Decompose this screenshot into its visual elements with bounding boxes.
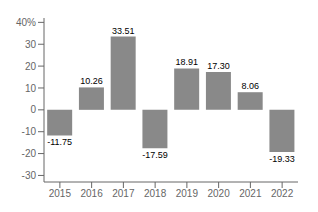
svg-text:2015: 2015	[49, 188, 72, 199]
svg-text:-17.59: -17.59	[142, 150, 168, 160]
svg-text:-19.33: -19.33	[269, 154, 295, 164]
svg-text:-20: -20	[22, 148, 37, 159]
svg-text:40%: 40%	[16, 17, 36, 28]
svg-text:2021: 2021	[239, 188, 262, 199]
svg-text:8.06: 8.06	[241, 81, 259, 91]
svg-text:2020: 2020	[208, 188, 231, 199]
svg-text:18.91: 18.91	[175, 57, 198, 67]
svg-text:-10: -10	[22, 126, 37, 137]
svg-text:2018: 2018	[144, 188, 167, 199]
svg-text:10: 10	[25, 83, 37, 94]
svg-text:-11.75: -11.75	[47, 137, 72, 147]
svg-text:20: 20	[25, 61, 37, 72]
svg-text:30: 30	[25, 39, 37, 50]
svg-text:33.51: 33.51	[112, 26, 135, 36]
svg-text:17.30: 17.30	[207, 61, 230, 71]
svg-text:2017: 2017	[112, 188, 135, 199]
svg-text:0: 0	[30, 104, 36, 115]
svg-text:2016: 2016	[81, 188, 104, 199]
svg-text:2019: 2019	[176, 188, 199, 199]
svg-text:10.26: 10.26	[80, 76, 103, 86]
svg-text:2022: 2022	[271, 188, 294, 199]
svg-text:-30: -30	[22, 170, 37, 181]
